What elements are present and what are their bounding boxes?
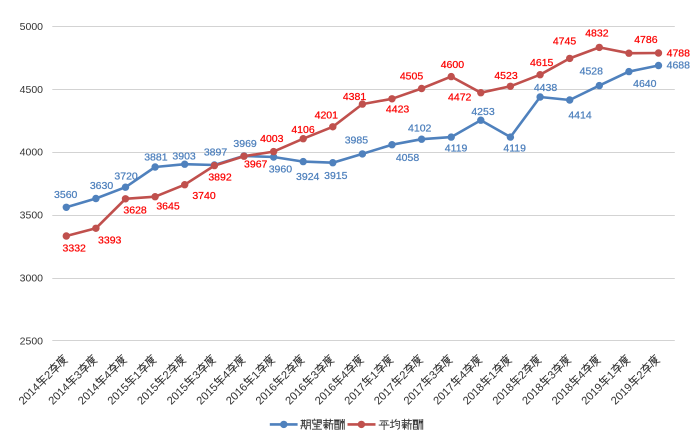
svg-text:3628: 3628 [123,205,147,217]
svg-text:3985: 3985 [345,134,369,146]
svg-text:4615: 4615 [530,57,554,69]
svg-text:4600: 4600 [441,59,465,71]
svg-text:3924: 3924 [296,171,320,183]
svg-text:4832: 4832 [585,27,609,39]
svg-text:2500: 2500 [20,335,44,347]
svg-text:3740: 3740 [192,190,216,202]
svg-text:4786: 4786 [634,34,658,46]
svg-text:4523: 4523 [494,70,518,82]
svg-text:4788: 4788 [667,48,691,60]
svg-text:4472: 4472 [448,91,472,103]
svg-text:3630: 3630 [90,180,114,192]
svg-text:4201: 4201 [315,110,339,122]
svg-text:3332: 3332 [63,243,87,255]
svg-text:4745: 4745 [553,35,577,47]
svg-text:5000: 5000 [20,21,44,33]
svg-text:4640: 4640 [633,78,657,90]
svg-text:3500: 3500 [20,210,44,222]
svg-text:4000: 4000 [20,147,44,159]
svg-text:4528: 4528 [580,65,604,77]
svg-text:3393: 3393 [98,235,122,247]
svg-text:3000: 3000 [20,272,44,284]
svg-text:3915: 3915 [324,170,348,182]
svg-text:4106: 4106 [291,124,315,136]
svg-text:4414: 4414 [568,110,592,122]
svg-text:3903: 3903 [172,151,196,163]
svg-text:4505: 4505 [400,70,424,82]
svg-text:4381: 4381 [343,91,367,103]
svg-text:3960: 3960 [269,164,293,176]
svg-text:4253: 4253 [471,106,495,118]
svg-text:3645: 3645 [156,200,180,212]
svg-text:4058: 4058 [396,152,420,164]
svg-text:3967: 3967 [244,159,268,171]
svg-text:3720: 3720 [114,170,138,182]
svg-text:3892: 3892 [208,172,232,184]
svg-text:4500: 4500 [20,84,44,96]
svg-text:3560: 3560 [54,189,78,201]
svg-text:4423: 4423 [386,104,410,116]
svg-text:4438: 4438 [534,82,558,94]
svg-text:3969: 3969 [233,138,257,150]
svg-text:3897: 3897 [204,147,228,159]
svg-text:4119: 4119 [503,142,526,154]
svg-text:3881: 3881 [144,152,168,164]
svg-text:4688: 4688 [667,60,691,72]
svg-text:4119: 4119 [445,142,468,154]
svg-text:4102: 4102 [408,123,432,135]
svg-text:4003: 4003 [260,133,284,145]
